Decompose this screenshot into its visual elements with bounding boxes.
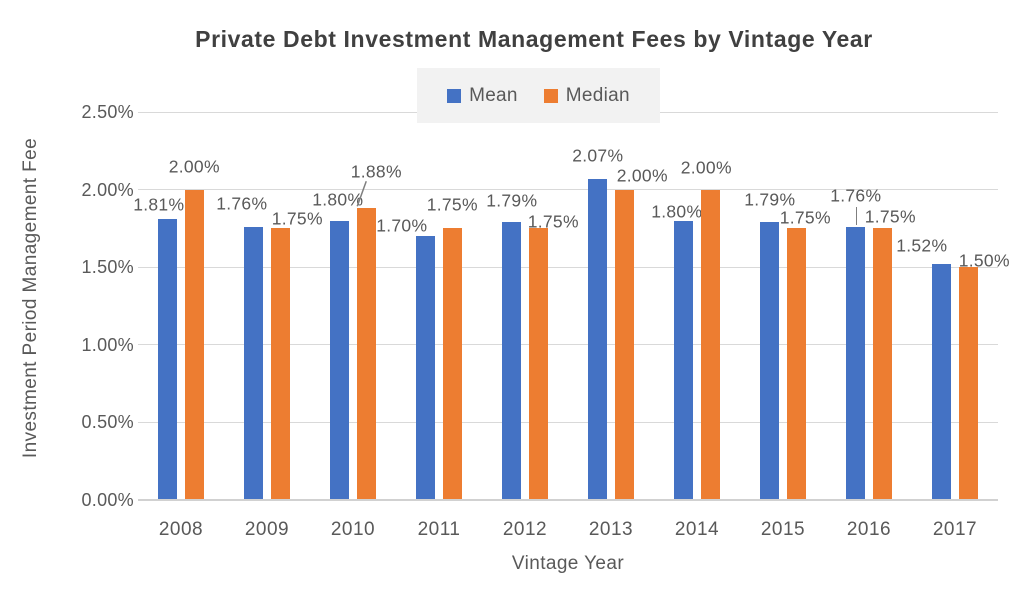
data-label-mean-2017: 1.52%	[896, 235, 948, 256]
bar-median-2010	[356, 208, 376, 499]
x-tick-label: 2015	[760, 519, 806, 540]
data-label-median-2013: 2.00%	[616, 165, 668, 186]
data-label-median-2011: 1.75%	[426, 194, 478, 215]
bar-median-2011	[442, 228, 462, 499]
data-label-mean-2010: 1.80%	[312, 189, 364, 210]
data-label-mean-2015: 1.79%	[744, 189, 796, 210]
x-axis-title: Vintage Year	[511, 553, 625, 574]
x-tick-label: 2009	[244, 519, 290, 540]
y-axis-title: Investment Period Management Fee	[20, 137, 41, 459]
leader-line-vertical	[855, 206, 858, 225]
bar-mean-2012	[502, 222, 522, 499]
data-label-median-2014: 2.00%	[680, 157, 732, 178]
y-tick-label: 1.00%	[81, 334, 134, 355]
gridline	[138, 344, 998, 346]
bar-median-2015	[786, 228, 806, 499]
legend-item-mean: Mean	[447, 85, 518, 107]
y-tick-label: 2.00%	[81, 179, 134, 200]
bar-mean-2010	[330, 220, 350, 499]
bar-mean-2008	[158, 219, 178, 499]
bar-mean-2017	[932, 264, 952, 499]
x-tick-label: 2011	[417, 519, 461, 540]
bar-median-2013	[614, 189, 634, 499]
chart-title: Private Debt Investment Management Fees …	[195, 26, 873, 52]
data-label-mean-2014: 1.80%	[651, 201, 703, 222]
x-axis-line	[138, 499, 998, 501]
data-label-median-2017: 1.50%	[958, 250, 1010, 271]
legend-label: Median	[565, 84, 630, 106]
y-tick-label: 0.50%	[81, 412, 134, 433]
y-tick-label: 0.00%	[81, 490, 134, 510]
data-label-mean-2012: 1.79%	[486, 190, 538, 211]
bar-median-2016	[872, 228, 892, 499]
x-tick-label: 2017	[932, 519, 978, 540]
x-tick-label: 2012	[502, 519, 548, 540]
bar-mean-2014	[674, 220, 694, 499]
x-tick-label: 2014	[674, 519, 720, 540]
data-label-mean-2008: 1.81%	[133, 194, 185, 215]
data-label-median-2015: 1.75%	[779, 207, 831, 228]
bar-mean-2013	[588, 178, 608, 499]
x-tick-label: 2010	[330, 519, 376, 540]
x-tick-label: 2008	[158, 519, 204, 540]
bar-mean-2009	[244, 226, 264, 499]
legend: Mean Median	[417, 68, 660, 123]
data-label-median-2016: 1.75%	[864, 206, 916, 227]
y-tick-label: 2.50%	[81, 102, 134, 122]
data-label-mean-2011: 1.70%	[376, 215, 428, 236]
bar-median-2014	[700, 189, 720, 499]
bar-median-2012	[528, 228, 548, 499]
bar-mean-2015	[760, 222, 780, 499]
bar-median-2008	[184, 189, 204, 499]
median-swatch-icon	[543, 88, 558, 103]
bar-median-2009	[270, 228, 290, 499]
x-tick-label: 2013	[588, 519, 634, 540]
mean-swatch-icon	[447, 88, 462, 103]
legend-item-median: Median	[543, 84, 630, 107]
data-label-median-2010: 1.88%	[350, 161, 402, 182]
bar-median-2017	[958, 267, 978, 499]
bar-mean-2011	[416, 236, 436, 499]
data-label-mean-2016: 1.76%	[830, 185, 882, 206]
gridline	[138, 421, 998, 423]
gridline	[138, 189, 998, 191]
x-tick-label: 2016	[846, 519, 892, 540]
y-tick-label: 1.50%	[81, 257, 134, 278]
bar-mean-2016	[846, 226, 866, 499]
data-label-mean-2009: 1.76%	[216, 193, 268, 214]
data-label-mean-2013: 2.07%	[572, 145, 624, 166]
gridline	[138, 266, 998, 268]
data-label-median-2009: 1.75%	[271, 208, 323, 229]
data-label-median-2008: 2.00%	[168, 156, 220, 177]
data-label-median-2012: 1.75%	[527, 211, 579, 232]
legend-label: Mean	[469, 84, 518, 106]
